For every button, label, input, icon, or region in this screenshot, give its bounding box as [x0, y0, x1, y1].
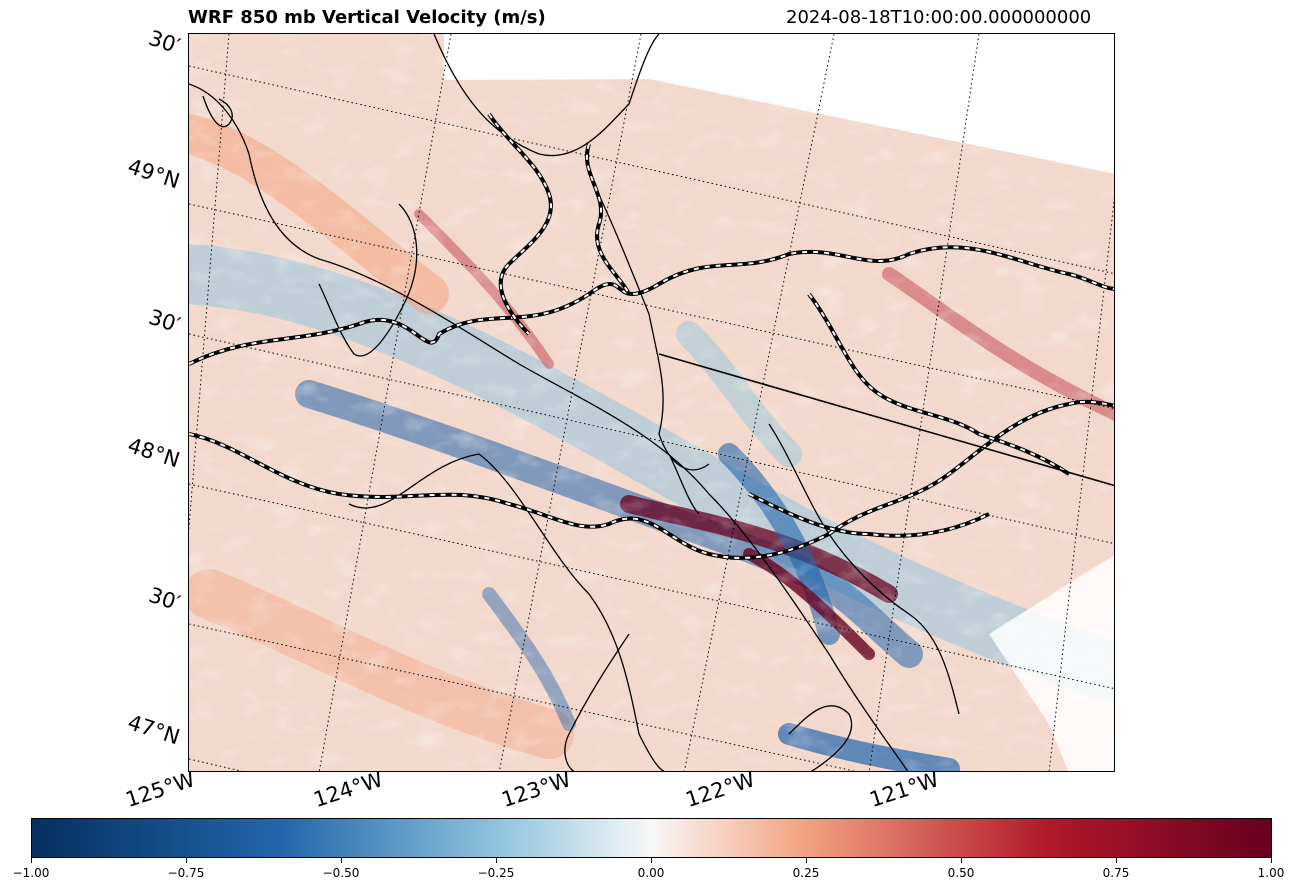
coastline	[202, 95, 233, 128]
latitude-gridline	[189, 65, 1114, 275]
lon-label-122w: 122°W	[682, 767, 758, 812]
lon-label-125w: 125°W	[122, 767, 198, 812]
coastline	[318, 203, 418, 357]
lat-label-49n: 49°N	[124, 154, 183, 194]
lon-label-123w: 123°W	[498, 767, 574, 812]
colorbar-tick	[496, 858, 497, 863]
lon-label-124w: 124°W	[310, 767, 386, 812]
map-panel	[188, 33, 1115, 772]
boundaries	[189, 112, 1114, 560]
coastline	[768, 423, 960, 715]
colorbar	[31, 818, 1272, 858]
lat-label-47-30: 30′	[145, 582, 184, 616]
no-data-region-top	[444, 34, 1114, 174]
lon-label-121w: 121°W	[866, 767, 942, 812]
colorbar-tick-label: 1.00	[1257, 866, 1285, 880]
colorbar-tick	[1271, 858, 1272, 863]
coastline	[189, 83, 909, 771]
graticule	[189, 34, 1114, 771]
latitude-gridline	[189, 203, 1114, 410]
colorbar-tick	[31, 858, 32, 863]
colorbar-tick-label: −0.50	[322, 866, 360, 880]
colorbar-tick	[651, 858, 652, 863]
latitude-gridline	[189, 623, 857, 771]
colorbar-tick-label: 0.75	[1102, 866, 1130, 880]
longitude-gridline	[318, 34, 452, 771]
coastline	[788, 705, 853, 771]
colorbar-tick	[806, 858, 807, 863]
admin-border-dash	[189, 246, 1114, 365]
latitude-gridline	[189, 333, 1114, 545]
lat-label-48n: 48°N	[124, 433, 183, 473]
colorbar-tick-label: −1.00	[12, 866, 50, 880]
admin-border-dash	[586, 143, 630, 295]
colorbar-tick-label: 0.00	[637, 866, 665, 880]
colorbar-tick-label: −0.25	[477, 866, 515, 880]
admin-border-dash	[808, 293, 1070, 475]
colorbar-tick	[1116, 858, 1117, 863]
coastline	[668, 453, 700, 515]
coastline	[433, 34, 660, 157]
international-border	[658, 353, 1114, 487]
colorbar-tick-label: 0.50	[947, 866, 975, 880]
colorbar-tick	[961, 858, 962, 863]
colorbar-tick	[341, 858, 342, 863]
coastline	[588, 173, 710, 471]
colorbar-tick-label: −0.75	[167, 866, 205, 880]
longitude-gridline	[868, 34, 980, 771]
latitude-gridline	[189, 483, 1114, 690]
coastline	[564, 633, 630, 771]
colorbar-tick	[186, 858, 187, 863]
velocity-noise-texture	[189, 34, 1114, 771]
lat-label-49-30: 30′	[145, 25, 184, 59]
coastlines	[189, 34, 960, 771]
chart-title: WRF 850 mb Vertical Velocity (m/s)	[188, 7, 546, 28]
admin-border-dash	[488, 113, 552, 335]
vertical-velocity-map	[189, 34, 1114, 771]
timestamp: 2024-08-18T10:00:00.000000000	[786, 7, 1092, 28]
lat-label-47n: 47°N	[124, 710, 183, 750]
no-data-region-east	[989, 555, 1114, 771]
coastline	[348, 453, 665, 771]
velocity-field	[189, 34, 1114, 771]
colorbar-tick-label: 0.25	[792, 866, 820, 880]
admin-border-dash	[748, 493, 990, 537]
lat-label-48-30: 30′	[145, 304, 184, 338]
